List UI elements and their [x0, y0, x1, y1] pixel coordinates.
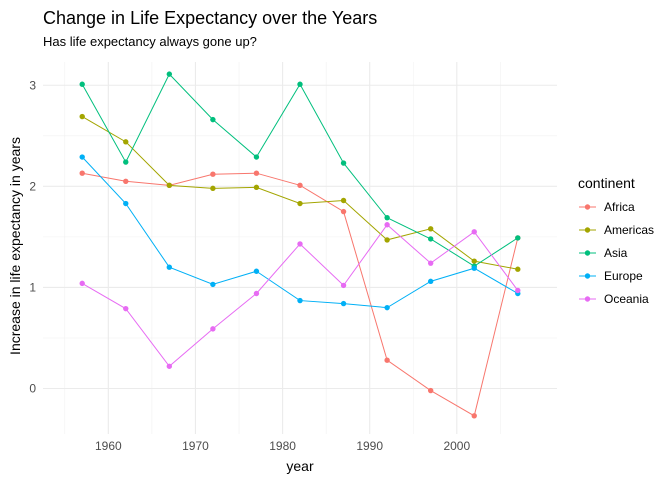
data-point-oceania	[297, 241, 303, 247]
data-point-oceania	[384, 222, 390, 228]
data-point-oceania	[253, 290, 260, 297]
x-axis-title: year	[286, 458, 314, 474]
data-point-americas	[515, 266, 521, 272]
data-point-asia	[210, 116, 216, 123]
x-tick-label: 1990	[356, 439, 383, 453]
y-tick-label: 3	[29, 78, 36, 92]
data-point-africa	[253, 170, 260, 176]
plot-grid	[43, 62, 557, 434]
data-point-europe	[297, 297, 303, 304]
data-point-oceania	[340, 282, 347, 289]
data-point-oceania	[427, 260, 434, 266]
y-tick-label: 2	[29, 179, 36, 193]
x-tick-label: 2000	[443, 439, 470, 453]
data-point-africa	[79, 170, 85, 176]
data-point-oceania	[210, 326, 216, 332]
data-point-europe	[166, 264, 173, 270]
series-line-asia	[81, 73, 519, 267]
data-point-americas	[384, 237, 390, 243]
data-point-africa	[210, 171, 216, 177]
x-tick-label: 1970	[182, 439, 209, 453]
data-point-oceania	[123, 305, 129, 312]
series-line-europe	[81, 156, 519, 309]
data-point-europe	[79, 154, 85, 160]
series-layer	[79, 71, 521, 419]
data-point-europe	[384, 304, 390, 311]
legend-label-oceania: Oceania	[604, 292, 649, 306]
data-point-africa	[123, 178, 129, 184]
data-point-europe	[471, 265, 477, 271]
data-point-americas	[297, 200, 303, 207]
data-point-asia	[427, 236, 434, 242]
legend-label-europe: Europe	[604, 269, 643, 283]
legend-label-americas: Americas	[604, 223, 654, 237]
data-point-americas	[123, 139, 129, 145]
data-point-asia	[384, 214, 390, 221]
data-point-africa	[340, 208, 347, 215]
data-point-europe	[210, 281, 216, 288]
data-point-oceania	[471, 229, 477, 235]
y-axis-title: Increase in life expectancy in years	[7, 137, 23, 355]
x-tick-label: 1960	[95, 439, 122, 453]
data-point-europe	[253, 268, 260, 274]
data-point-europe	[427, 278, 434, 285]
x-tick-label: 1980	[269, 439, 296, 453]
data-point-oceania	[79, 280, 85, 287]
legend-key-point-americas	[584, 227, 591, 233]
data-point-europe	[123, 200, 129, 207]
legend-key-point-europe	[584, 273, 591, 279]
data-point-europe	[340, 300, 347, 307]
data-point-americas	[471, 258, 477, 264]
legend: continent Africa Americas Asia Europe Oceani…	[578, 175, 654, 306]
y-tick-label: 1	[29, 280, 36, 294]
legend-key-point-asia	[584, 250, 591, 256]
legend-label-asia: Asia	[604, 246, 628, 260]
legend-title: continent	[578, 175, 635, 191]
data-point-africa	[297, 182, 303, 189]
data-point-americas	[253, 184, 260, 191]
data-point-asia	[79, 81, 85, 87]
data-point-asia	[340, 160, 347, 166]
chart-subtitle: Has life expectancy always gone up?	[43, 34, 257, 49]
data-point-africa	[384, 357, 390, 363]
chart-title: Change in Life Expectancy over the Years	[43, 8, 377, 28]
data-point-americas	[166, 182, 173, 189]
data-point-asia	[166, 71, 173, 77]
legend-label-africa: Africa	[604, 200, 635, 214]
data-point-asia	[515, 235, 521, 241]
y-axis: 0 1 2 3	[29, 78, 36, 395]
series-line-africa	[82, 172, 519, 417]
data-point-africa	[427, 387, 434, 394]
legend-key-point-oceania	[584, 296, 591, 302]
data-point-asia	[253, 154, 260, 160]
legend-key-point-africa	[584, 204, 591, 210]
data-point-africa	[471, 413, 477, 419]
data-point-asia	[297, 81, 303, 87]
x-axis: 1960 1970 1980 1990 2000	[95, 439, 470, 453]
data-point-americas	[210, 185, 216, 192]
data-point-americas	[79, 113, 85, 120]
data-point-asia	[123, 159, 129, 165]
y-tick-label: 0	[29, 382, 36, 396]
data-point-oceania	[166, 363, 173, 369]
data-point-americas	[340, 197, 347, 204]
data-point-americas	[427, 226, 434, 232]
data-point-oceania	[515, 287, 521, 294]
